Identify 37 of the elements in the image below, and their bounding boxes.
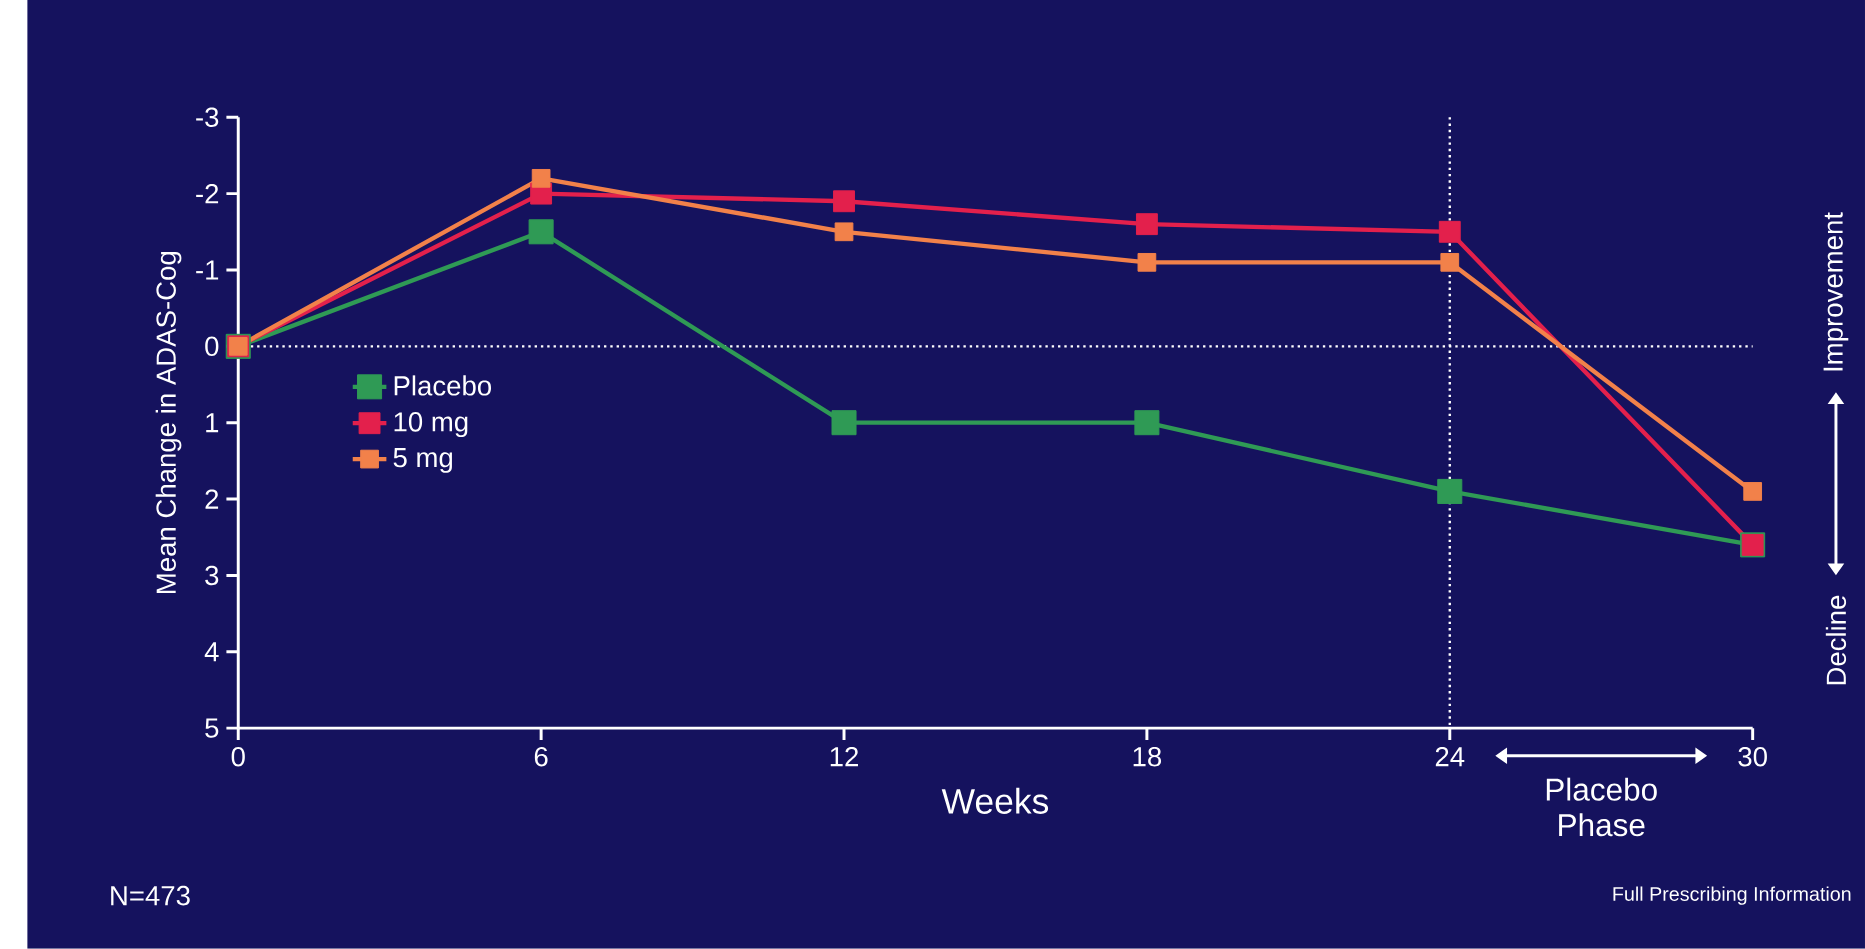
y-tick-label: 2 <box>205 489 219 509</box>
x-tick-label: 24 <box>1435 746 1465 767</box>
text: Full Prescribing Information <box>1613 886 1851 905</box>
y-tick-label: 5 <box>205 718 219 738</box>
y-tick-label: -1 <box>196 260 219 280</box>
x-tick-label: 18 <box>1133 746 1162 767</box>
y-tick-label: -2 <box>196 184 219 204</box>
point <box>1437 478 1463 505</box>
y-tick-label: 3 <box>205 565 219 586</box>
x-tick-label: 12 <box>830 746 858 767</box>
y-tick-label: 4 <box>204 642 219 662</box>
point <box>1743 482 1763 501</box>
point <box>1137 253 1157 272</box>
y-tick-label: -3 <box>196 107 219 128</box>
legend-label: 10 mg <box>394 412 468 438</box>
text: N=473 <box>111 885 190 906</box>
point <box>528 219 554 245</box>
x-axis-title: Weeks <box>941 787 1049 814</box>
legend-label: Placebo <box>394 375 492 396</box>
y-tick-label: 1 <box>206 413 219 433</box>
x-tick-label: 30 <box>1738 746 1767 767</box>
point <box>833 190 855 213</box>
point <box>831 410 857 436</box>
text: Improvement <box>1823 212 1849 371</box>
y-tick-label: 0 <box>205 336 219 357</box>
point <box>1135 213 1158 236</box>
x-tick-label: 0 <box>231 746 245 767</box>
point <box>1438 220 1461 243</box>
text: Placebo Phase <box>1546 777 1657 837</box>
x-tick-label: 6 <box>534 746 548 767</box>
point <box>834 222 854 242</box>
point <box>1440 253 1460 272</box>
point <box>1134 410 1160 436</box>
y-axis-title: Mean Change in ADAS-Cog <box>155 252 182 594</box>
legend-label: 5 mg <box>393 448 453 473</box>
text: Decline <box>1825 595 1847 685</box>
point <box>531 169 551 188</box>
